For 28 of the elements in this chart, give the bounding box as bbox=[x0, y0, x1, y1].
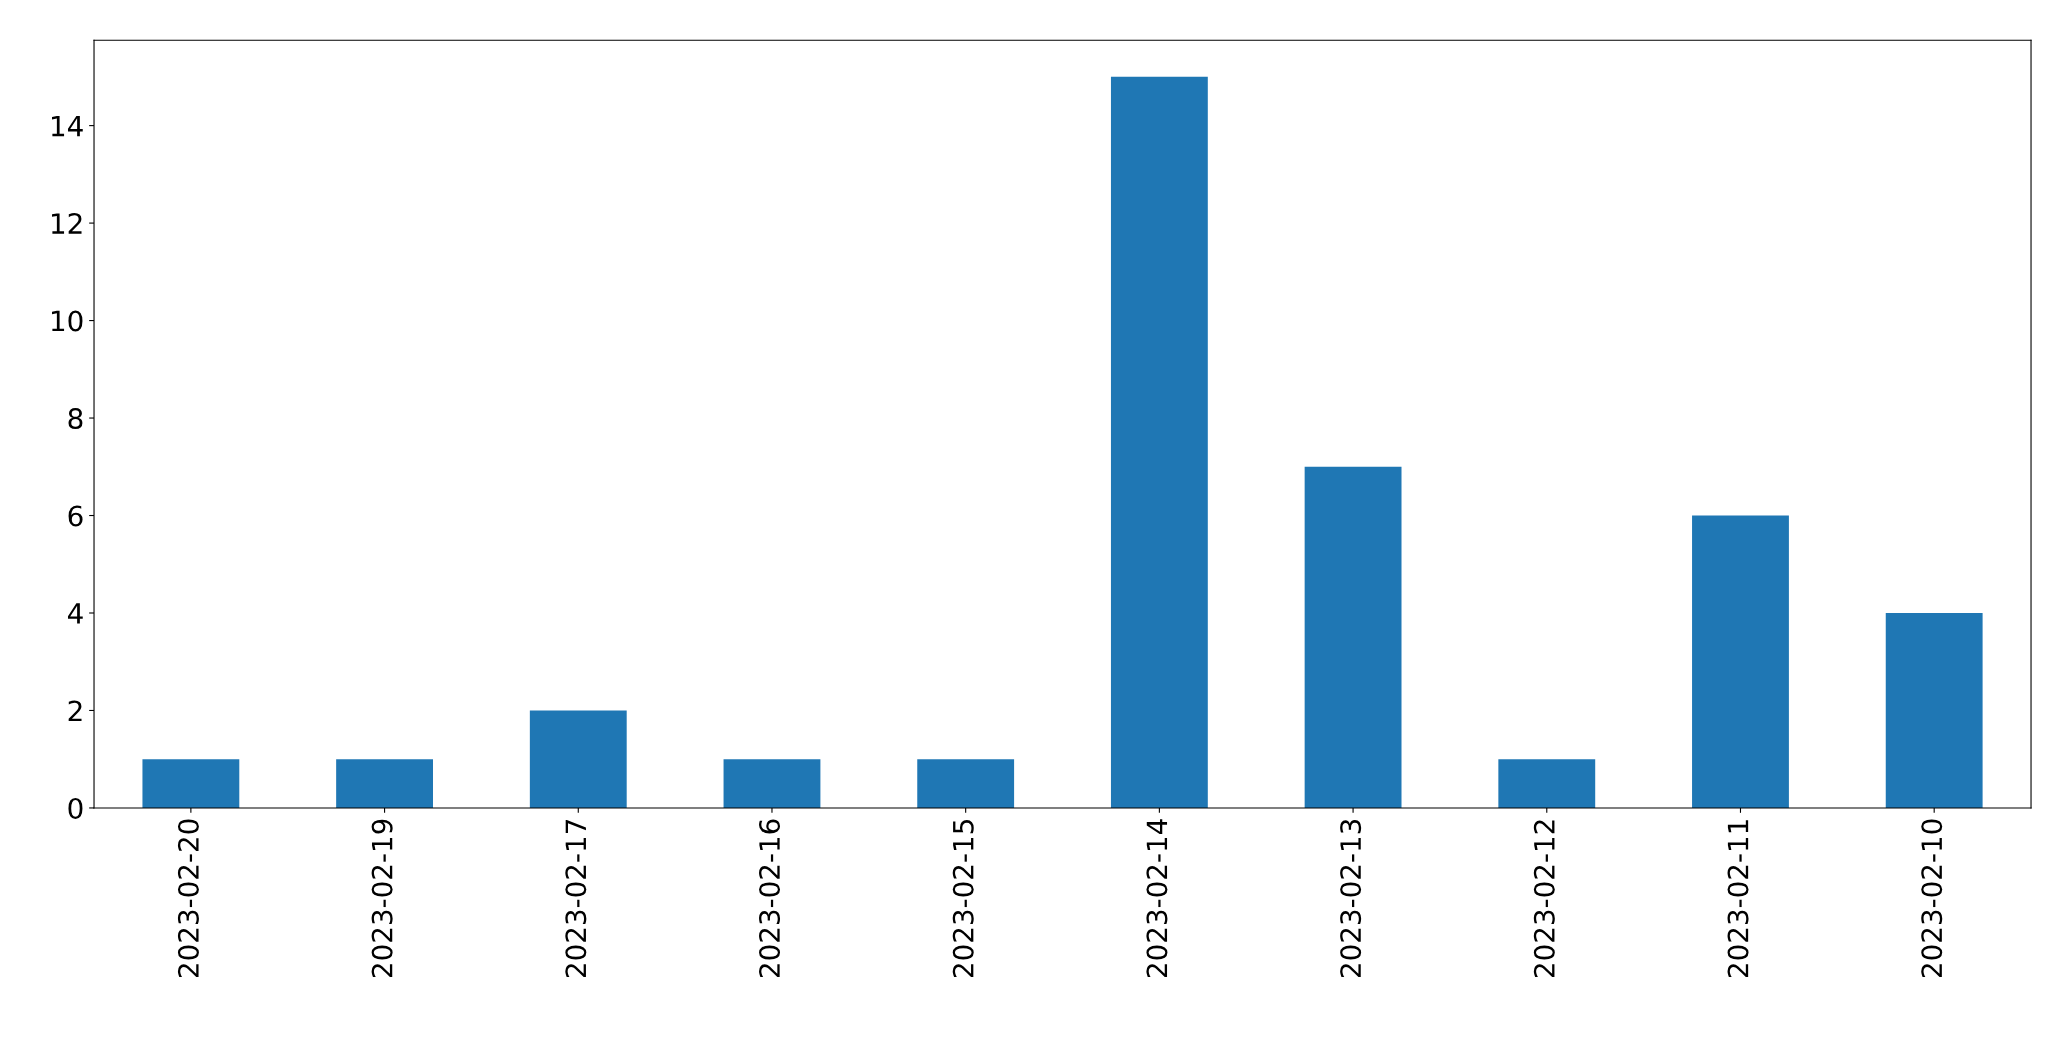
x-tick-label: 2023-02-19 bbox=[371, 819, 393, 978]
x-tick-label: 2023-02-17 bbox=[565, 820, 587, 978]
y-tick-label: 10 bbox=[52, 310, 83, 332]
x-tick-label: 2023-02-10 bbox=[1921, 819, 1943, 978]
x-tick-label: 2023-02-20 bbox=[177, 819, 199, 978]
bar bbox=[1498, 759, 1596, 808]
bar bbox=[917, 759, 1015, 808]
y-tick-label: 0 bbox=[68, 797, 83, 819]
bar bbox=[1110, 76, 1208, 808]
x-tick-label: 2023-02-12 bbox=[1533, 820, 1555, 978]
y-tick-label: 8 bbox=[68, 407, 83, 429]
x-tick-label: 2023-02-16 bbox=[759, 819, 781, 978]
bar bbox=[1304, 466, 1402, 808]
bar bbox=[142, 759, 240, 808]
y-tick-label: 14 bbox=[52, 115, 83, 137]
bar bbox=[1692, 515, 1789, 808]
bar bbox=[336, 759, 433, 808]
bar bbox=[529, 710, 627, 808]
x-tick-label: 2023-02-14 bbox=[1146, 819, 1168, 978]
bar bbox=[1885, 613, 1983, 808]
y-tick-label: 4 bbox=[67, 603, 83, 624]
y-tick-label: 2 bbox=[68, 700, 82, 722]
bar bbox=[723, 759, 821, 808]
y-tick-label: 6 bbox=[68, 505, 83, 527]
y-tick-label: 12 bbox=[52, 213, 82, 234]
x-tick-label: 2023-02-11 bbox=[1727, 820, 1749, 978]
x-tick-label: 2023-02-15 bbox=[952, 820, 974, 978]
x-tick-label: 2023-02-13 bbox=[1340, 819, 1362, 978]
